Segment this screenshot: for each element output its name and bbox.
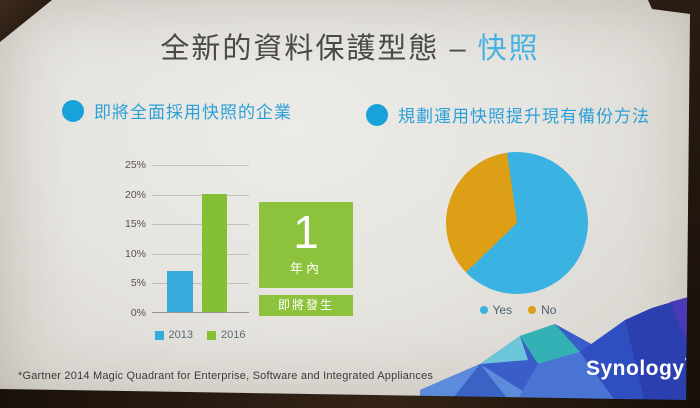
y-tick: 15%: [124, 218, 146, 231]
y-tick: 25%: [124, 159, 146, 171]
grid-line: [152, 283, 249, 285]
legend-item-2016: 2016: [207, 329, 245, 341]
page-title: 全新的資料保護型態 – 快照: [0, 25, 700, 67]
section-heading-bar-chart: 即將全面採用快照的企業: [62, 98, 292, 123]
y-tick: 20%: [124, 188, 146, 201]
page-title-accent: 快照: [477, 33, 540, 65]
bar-chart-y-axis: 25% 20% 15% 10% 5% 0%: [104, 159, 146, 325]
page-title-main: 全新的資料保護型態 –: [160, 33, 468, 65]
legend-label-no: No: [541, 303, 557, 317]
legend-label-2016: 2016: [221, 329, 246, 341]
legend-item-yes: Yes: [479, 303, 513, 317]
section-heading-pie-chart: 規劃運用快照提升現有備份方法: [366, 102, 650, 127]
bar-2013: [167, 270, 193, 312]
legend-dot-no: [528, 306, 537, 314]
legend-swatch-2016: [207, 330, 216, 340]
legend-item-no: No: [528, 303, 556, 317]
bullet-circle-icon: [366, 103, 388, 126]
footnote: *Gartner 2014 Magic Quadrant for Enterpr…: [18, 370, 434, 382]
legend-dot-yes: [479, 306, 488, 314]
x-axis-line: [152, 312, 249, 313]
grid-line: [152, 194, 249, 196]
callout-number: 1: [293, 206, 319, 258]
lowpoly-mountain-graphic: [420, 296, 692, 402]
bar-2016: [202, 193, 227, 312]
section-heading-label: 即將全面採用快照的企業: [94, 103, 292, 122]
synology-logo-text: Synology: [586, 357, 685, 380]
y-tick: 0%: [130, 307, 146, 319]
y-tick: 10%: [124, 247, 146, 260]
section-heading-label: 規劃運用快照提升現有備份方法: [398, 107, 650, 126]
legend-swatch-2013: [154, 330, 164, 340]
legend-label-yes: Yes: [492, 303, 513, 317]
bullet-circle-icon: [62, 99, 84, 122]
synology-logo: Synology’: [586, 357, 687, 381]
pie-chart: [446, 152, 588, 294]
pie-chart-legend: Yes No: [462, 303, 574, 317]
trademark-icon: ’: [684, 357, 688, 368]
callout-unit: 年內: [289, 261, 322, 276]
grid-line: [152, 253, 249, 255]
callout-caption: 即將發生: [259, 295, 353, 316]
bar-chart: [152, 165, 249, 313]
legend-item-2013: 2013: [154, 329, 193, 341]
grid-line: [152, 165, 249, 166]
grid-line: [152, 224, 249, 226]
legend-label-2013: 2013: [168, 329, 193, 341]
y-tick: 5%: [130, 277, 146, 290]
bar-chart-legend: 2013 2016: [140, 329, 260, 341]
callout-box: 1 年內: [259, 202, 353, 288]
